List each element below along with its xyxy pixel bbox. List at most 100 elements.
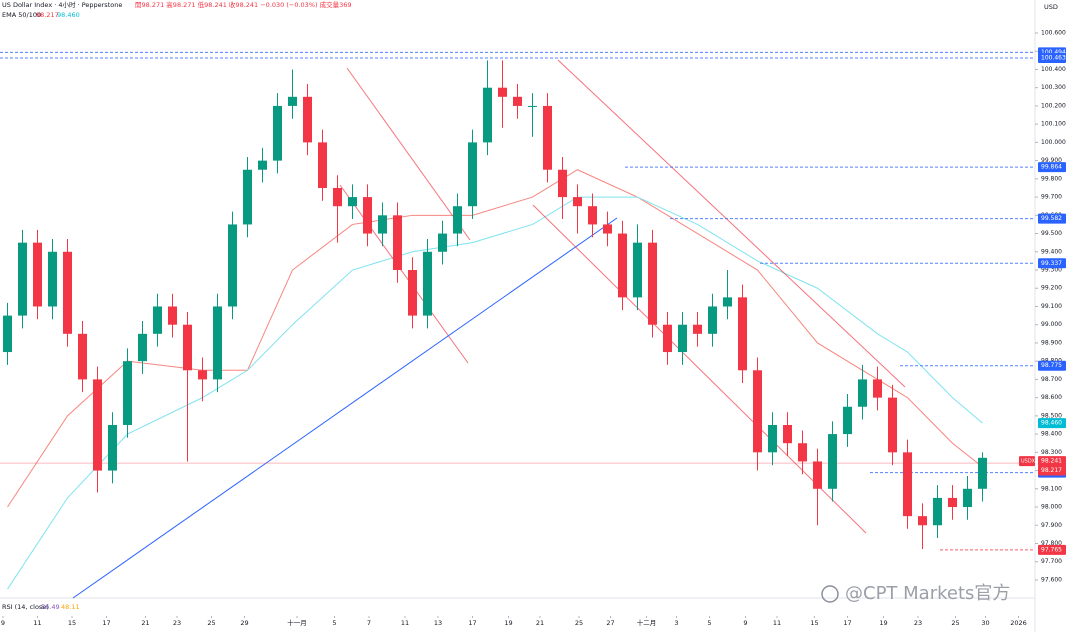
x-tick-label: 7 — [367, 619, 371, 627]
candle-body — [318, 142, 327, 188]
candle-body — [3, 315, 12, 353]
y-tick-label: 100.600 — [1041, 29, 1066, 36]
y-tick-label: 99.800 — [1041, 175, 1062, 182]
y-tick-label: 98.000 — [1041, 504, 1062, 511]
x-tick-label: 2026 — [1010, 619, 1027, 627]
y-tick-label: 98.700 — [1041, 376, 1062, 383]
candle-body — [33, 242, 42, 307]
candle-body — [828, 434, 837, 489]
y-tick-label: 98.900 — [1041, 339, 1062, 346]
y-tick-label: 99.000 — [1041, 321, 1062, 328]
candle-body — [228, 224, 237, 307]
y-tick-label: 100.300 — [1041, 84, 1066, 91]
y-tick-label: 99.500 — [1041, 230, 1062, 237]
candle-body — [348, 197, 357, 207]
x-tick-label: 19 — [879, 619, 887, 627]
price-tag-label: 98.241 — [1041, 458, 1062, 465]
x-tick-label: 十二月 — [637, 618, 657, 627]
candle-body — [633, 242, 642, 298]
candle-body — [183, 324, 192, 371]
candle-body — [783, 424, 792, 444]
x-tick-label: 27 — [606, 619, 614, 627]
candle-body — [873, 379, 882, 398]
x-tick-label: 21 — [141, 619, 149, 627]
x-tick-label: 30 — [981, 619, 989, 627]
y-tick-label: 97.900 — [1041, 522, 1062, 529]
ohlc: 開98.271 高98.271 低98.241 收98.241 −0.030 (… — [135, 0, 352, 9]
y-tick-label: 98.500 — [1041, 412, 1062, 419]
x-tick-label: 十一月 — [287, 618, 307, 627]
candle-body — [303, 96, 312, 143]
candle-body — [603, 224, 612, 234]
y-tick-label: 100.100 — [1041, 121, 1066, 128]
candle-body — [48, 251, 57, 307]
candle-body — [708, 306, 717, 334]
y-tick-label: 99.900 — [1041, 157, 1062, 164]
candle-body — [948, 497, 957, 508]
candle-body — [963, 488, 972, 508]
candle-body — [153, 306, 162, 334]
candle-body — [168, 306, 177, 325]
x-tick-label: 11 — [401, 619, 409, 627]
x-tick-label: 29 — [240, 619, 248, 627]
x-tick-label: 25 — [575, 619, 583, 627]
candle-body — [888, 397, 897, 453]
drawings — [72, 59, 906, 599]
rsi-value: 48.11 — [61, 603, 80, 611]
candle-body — [468, 142, 477, 207]
rsi-label: RSI (14, close) — [2, 603, 49, 611]
candle-body — [738, 297, 747, 371]
x-tick-label: 13 — [434, 619, 442, 627]
channel-line — [557, 59, 906, 388]
candle-body — [378, 215, 387, 234]
x-tick-label: 15 — [68, 619, 76, 627]
level-tag — [1038, 544, 1066, 555]
y-tick-label: 100.200 — [1041, 102, 1066, 109]
candle-body — [408, 270, 417, 316]
candle-body — [813, 461, 822, 489]
rsi-value: 56.49 — [41, 603, 60, 611]
x-tick-label: 17 — [102, 619, 110, 627]
ema50-value: 98.217 — [36, 11, 59, 19]
level-label: 99.337 — [1041, 260, 1062, 267]
y-tick-label: 100.000 — [1041, 139, 1066, 146]
price-tag-label: 98.460 — [1041, 420, 1062, 427]
symbol: US Dollar Index · 4小时 · Pepperstone — [2, 0, 122, 9]
candle-body — [243, 169, 252, 225]
channel-line — [346, 67, 471, 241]
candle-body — [438, 233, 447, 252]
level-label: 99.582 — [1041, 215, 1062, 222]
level-label: 98.775 — [1041, 362, 1062, 369]
y-tick-label: 98.100 — [1041, 485, 1062, 492]
channel-line — [339, 184, 469, 364]
candle-body — [483, 87, 492, 143]
y-tick-label: 98.600 — [1041, 394, 1062, 401]
x-tick-label: 15 — [810, 619, 818, 627]
x-tick-label: 11 — [773, 619, 781, 627]
x-tick-label: 19 — [504, 619, 512, 627]
candle-body — [198, 370, 207, 380]
level-label: 99.864 — [1041, 164, 1062, 171]
y-tick-label: 99.300 — [1041, 267, 1062, 274]
candle-body — [333, 187, 342, 207]
candle-body — [573, 197, 582, 207]
candle-body — [423, 251, 432, 316]
level-tag — [1038, 213, 1066, 224]
x-tick-label: 23 — [914, 619, 922, 627]
candle-body — [18, 242, 27, 316]
candle-body — [558, 169, 567, 198]
candle-body — [753, 370, 762, 453]
candle-body — [588, 206, 597, 225]
price-tag — [1038, 465, 1066, 476]
x-tick-label: 17 — [843, 619, 851, 627]
candle-body — [138, 333, 147, 362]
level-tag — [1038, 258, 1066, 269]
candle-body — [78, 333, 87, 380]
x-tick-label: 5 — [332, 619, 336, 627]
candle-body — [858, 379, 867, 407]
y-tick-label: 97.800 — [1041, 540, 1062, 547]
ema100-value: 98.460 — [57, 11, 80, 19]
candle-body — [843, 406, 852, 435]
watermark-logo — [821, 585, 839, 603]
